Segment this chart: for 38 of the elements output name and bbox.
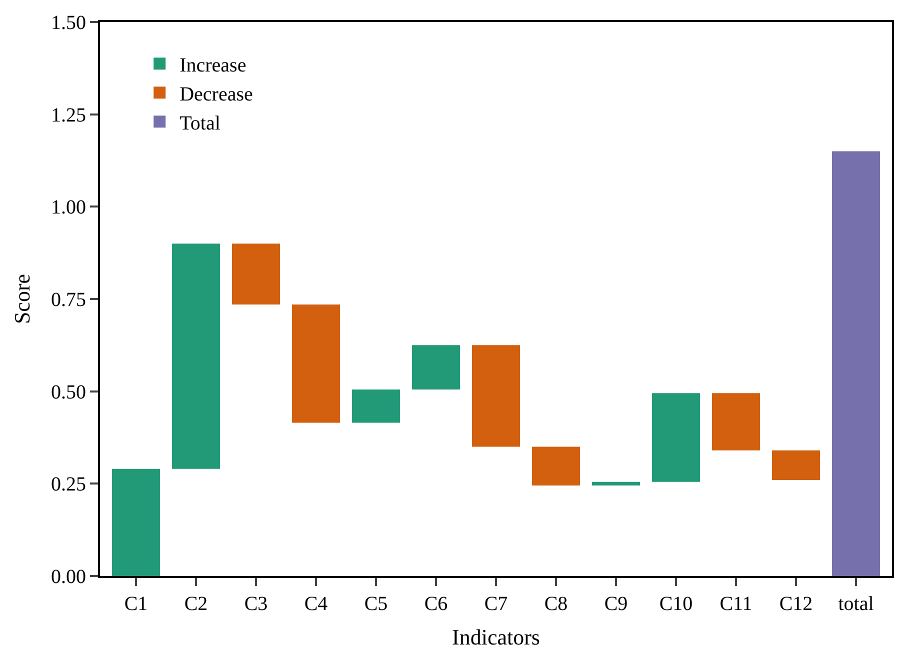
x-tick-label: C11 [720, 593, 752, 615]
bar [472, 345, 520, 447]
bar [832, 151, 880, 576]
x-tick-label: total [838, 593, 874, 615]
x-tick-label: C6 [424, 593, 448, 615]
x-tick-label: C4 [304, 593, 328, 615]
bar [712, 393, 760, 450]
y-tick-label: 1.50 [51, 12, 86, 34]
y-tick-label: 0.50 [51, 381, 86, 404]
y-tick-label: 0.25 [51, 474, 86, 496]
x-tick-label: C3 [244, 593, 268, 615]
bar [352, 389, 400, 423]
bar [772, 450, 820, 480]
x-tick-label: C2 [184, 593, 208, 615]
legend-label: Decrease [180, 83, 253, 106]
bar [652, 393, 700, 482]
bar [292, 304, 340, 423]
x-tick-label: C9 [604, 593, 628, 615]
x-tick-label: C8 [544, 593, 568, 615]
bar [172, 244, 220, 469]
bar [232, 244, 280, 305]
bar [112, 468, 160, 576]
y-axis-title: Score [9, 274, 34, 324]
y-tick-label: 1.00 [51, 196, 86, 219]
y-tick-label: 1.25 [51, 104, 86, 126]
legend-label: Increase [180, 54, 246, 76]
y-tick-label: 0.75 [51, 289, 86, 311]
bar [412, 345, 460, 390]
x-tick-label: C10 [659, 593, 693, 615]
x-tick-label: C12 [779, 593, 813, 615]
x-tick-label: C5 [364, 593, 388, 615]
x-tick-label: C7 [484, 593, 508, 615]
x-tick-label: C1 [124, 593, 148, 615]
legend-label: Total [180, 112, 221, 134]
bar [532, 446, 580, 486]
x-axis-title: Indicators [452, 624, 540, 650]
y-tick-label: 0.00 [51, 566, 86, 588]
bar [592, 482, 640, 486]
